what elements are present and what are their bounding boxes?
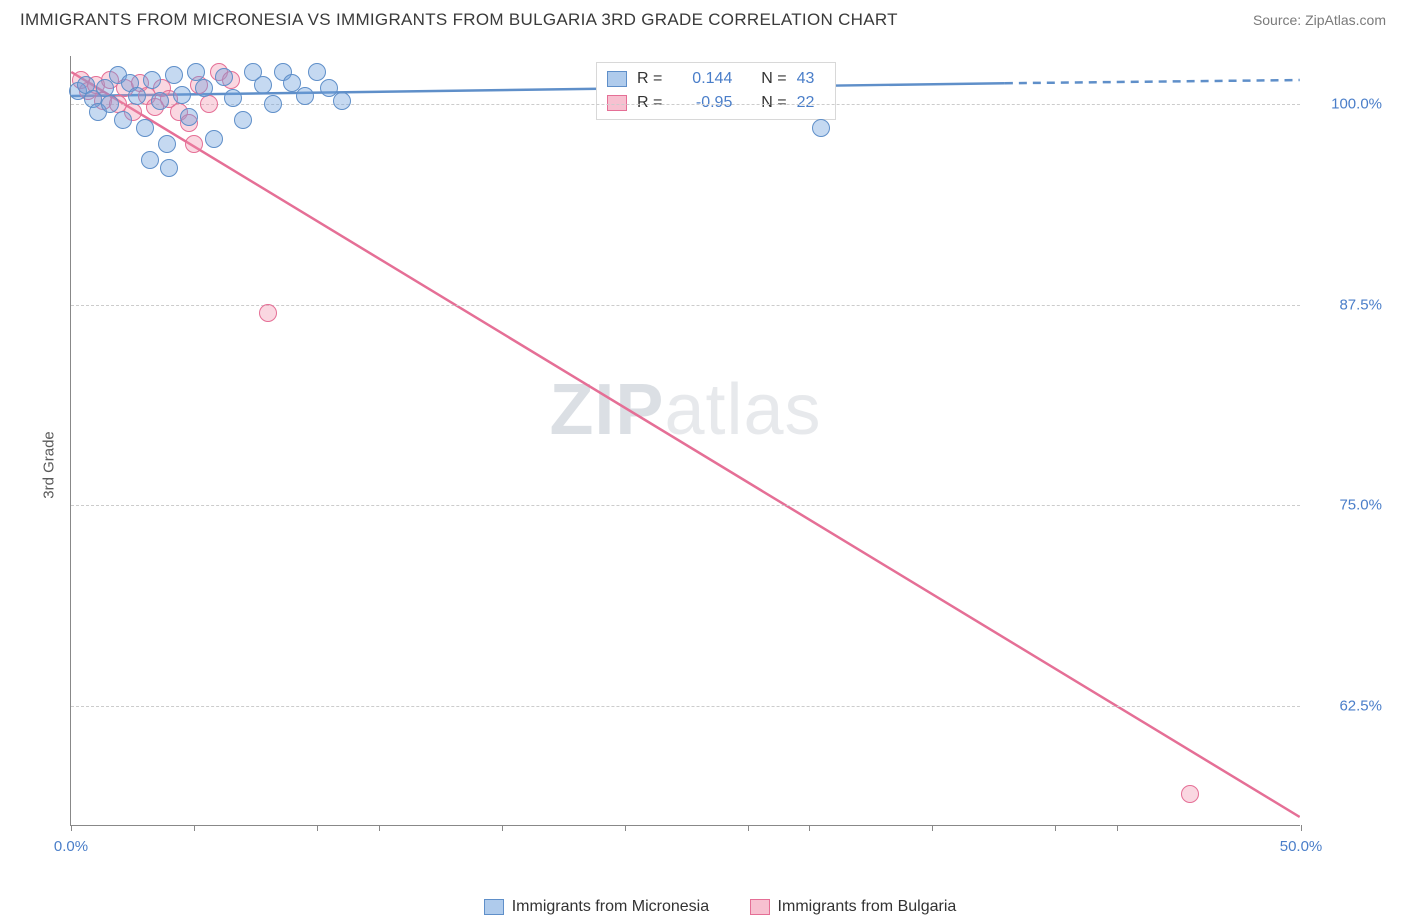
bottom-legend: Immigrants from Micronesia Immigrants fr… — [50, 898, 1390, 920]
bulgaria-point — [185, 135, 203, 153]
micronesia-point — [812, 119, 830, 137]
swatch-blue-icon — [484, 899, 504, 915]
micronesia-point — [308, 63, 326, 81]
x-tick-label: 0.0% — [54, 838, 88, 855]
bulgaria-point — [200, 95, 218, 113]
micronesia-point — [234, 111, 252, 129]
micronesia-point — [158, 135, 176, 153]
chart-source: Source: ZipAtlas.com — [1253, 12, 1386, 28]
x-tick-mark — [1055, 825, 1056, 831]
micronesia-point — [101, 95, 119, 113]
micronesia-point — [224, 89, 242, 107]
swatch-pink-icon — [607, 95, 627, 111]
micronesia-point — [333, 92, 351, 110]
legend-item-bulgaria: Immigrants from Bulgaria — [750, 898, 957, 916]
micronesia-point — [296, 87, 314, 105]
micronesia-point — [195, 79, 213, 97]
micronesia-point — [136, 119, 154, 137]
chart-container: 3rd Grade ZIPatlas R = 0.144 N = 43 R = … — [50, 50, 1390, 880]
y-axis-label: 3rd Grade — [40, 431, 57, 499]
micronesia-point — [128, 87, 146, 105]
x-tick-mark — [1117, 825, 1118, 831]
x-tick-label: 50.0% — [1280, 838, 1323, 855]
micronesia-point — [264, 95, 282, 113]
plot-area: ZIPatlas R = 0.144 N = 43 R = -0.95 N = … — [70, 56, 1300, 826]
y-tick-label: 87.5% — [1310, 296, 1382, 313]
stats-box: R = 0.144 N = 43 R = -0.95 N = 22 — [596, 62, 836, 120]
bulgaria-point — [1181, 785, 1199, 803]
chart-title: IMMIGRANTS FROM MICRONESIA VS IMMIGRANTS… — [20, 10, 898, 30]
bulgaria-point — [259, 304, 277, 322]
micronesia-point — [143, 71, 161, 89]
x-tick-mark — [809, 825, 810, 831]
micronesia-point — [180, 108, 198, 126]
watermark: ZIPatlas — [549, 369, 821, 451]
gridline — [71, 305, 1300, 306]
micronesia-point — [215, 68, 233, 86]
x-tick-mark — [932, 825, 933, 831]
gridline — [71, 104, 1300, 105]
micronesia-point — [165, 66, 183, 84]
y-tick-label: 100.0% — [1310, 96, 1382, 113]
gridline — [71, 706, 1300, 707]
swatch-pink-icon — [750, 899, 770, 915]
x-tick-mark — [71, 825, 72, 831]
micronesia-point — [160, 159, 178, 177]
stats-row-micronesia: R = 0.144 N = 43 — [607, 67, 825, 91]
legend-item-micronesia: Immigrants from Micronesia — [484, 898, 709, 916]
stats-row-bulgaria: R = -0.95 N = 22 — [607, 91, 825, 115]
micronesia-point — [151, 92, 169, 110]
micronesia-point — [114, 111, 132, 129]
swatch-blue-icon — [607, 71, 627, 87]
trend-lines — [71, 56, 1300, 825]
x-tick-mark — [625, 825, 626, 831]
y-tick-label: 62.5% — [1310, 697, 1382, 714]
x-tick-mark — [379, 825, 380, 831]
micronesia-point — [205, 130, 223, 148]
gridline — [71, 505, 1300, 506]
micronesia-point — [254, 76, 272, 94]
x-tick-mark — [317, 825, 318, 831]
micronesia-point — [173, 86, 191, 104]
y-tick-label: 75.0% — [1310, 497, 1382, 514]
x-tick-mark — [748, 825, 749, 831]
micronesia-point — [141, 151, 159, 169]
x-tick-mark — [1301, 825, 1302, 831]
x-tick-mark — [502, 825, 503, 831]
x-tick-mark — [194, 825, 195, 831]
chart-header: IMMIGRANTS FROM MICRONESIA VS IMMIGRANTS… — [0, 0, 1406, 36]
